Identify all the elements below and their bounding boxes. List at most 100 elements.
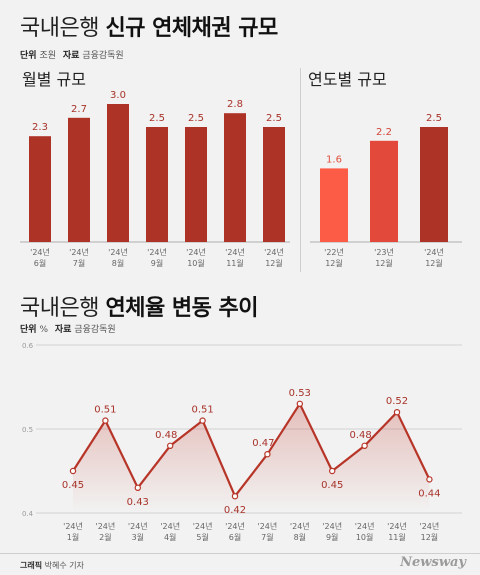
bar-value-label: 2.5 [426,113,442,124]
line-point [166,442,174,450]
line-value-label: 0.51 [191,405,213,416]
panel-divider [300,68,301,272]
section2-unit-source: 단위 % 자료 금융감독원 [20,322,116,335]
source-value: 금융감독원 [82,51,124,61]
section2-title: 국내은행 연체율 변동 추이 [20,290,258,322]
line-area [73,403,430,513]
line-tick-label: '24년 [387,521,407,531]
line-value-label: 0.48 [349,430,371,441]
bar-tick-label: '24년 [30,247,50,257]
bar-value-label: 2.8 [227,99,243,110]
bar-tick-label: 6월 [34,258,46,268]
bar-tick-label: 8월 [112,258,124,268]
section2-title-bold: 연체율 변동 추이 [105,296,258,321]
bar-value-label: 3.0 [110,90,126,101]
newsway-logo: Newsway [400,555,466,570]
title-light: 국내은행 [20,16,99,41]
credit-value: 박혜수 기자 [44,561,84,570]
bar-tick-label: 12월 [425,258,443,268]
line-tick-label: 1월 [67,532,79,542]
line-point [199,417,206,424]
line-tick-label: 4월 [164,532,176,542]
line-value-label: 0.51 [94,405,116,416]
line-point [426,476,433,483]
line-point [329,467,336,475]
line-tick-label: '24년 [322,521,342,531]
line-tick-label: '24년 [63,521,83,531]
bar-tick-label: '24년 [225,247,245,257]
bar-tick-label: 9월 [151,258,163,268]
unit-source-line: 단위 조원 자료 금융감독원 [20,48,124,61]
y-tick-label: 0.4 [22,510,34,518]
bar-tick-label: 7월 [73,258,85,268]
footer-divider [0,553,480,554]
line-tick-label: 6월 [229,532,241,542]
bar-tick-label: 12월 [375,258,393,268]
bar-tick-label: 10월 [187,258,205,268]
bar-1-1 [370,140,398,242]
bar-tick-label: '24년 [108,247,128,257]
bar-1-0 [320,168,348,242]
line-point [102,417,109,424]
y-tick-label: 0.5 [22,426,33,434]
monthly-label: 월별 규모 [22,70,86,89]
title-bold: 신규 연체채권 규모 [105,16,278,41]
section2-unit-value: % [39,325,48,335]
line-point [134,484,141,491]
line-value-label: 0.52 [386,396,408,407]
line-tick-label: '24년 [258,521,278,531]
bar-0-1 [68,117,90,242]
bar-0-3 [146,127,168,242]
bar-charts: 2.3'24년6월2.7'24년7월3.0'24년8월2.5'24년9월2.5'… [20,90,462,268]
line-tick-label: '24년 [96,521,116,531]
bar-value-label: 2.5 [149,113,165,124]
line-tick-label: 3월 [132,532,144,542]
bar-tick-label: 12월 [265,258,283,268]
line-point [69,467,77,475]
line-value-label: 0.44 [418,488,440,499]
bar-tick-label: 12월 [325,258,343,268]
unit-label: 단위 [20,51,37,61]
bar-tick-label: '23년 [374,247,394,257]
bar-0-2 [107,104,129,242]
bar-value-label: 2.5 [188,113,204,124]
line-tick-label: 2월 [99,532,111,542]
section2-source-value: 금융감독원 [74,325,116,335]
credit: 그래픽 박혜수 기자 [20,560,84,571]
source-label: 자료 [62,51,80,61]
y-tick-label: 0.6 [22,342,34,350]
bar-tick-label: '24년 [147,247,167,257]
bar-0-5 [224,113,246,242]
line-tick-label: 5월 [196,532,208,542]
line-point [264,450,271,458]
line-value-label: 0.53 [289,388,311,399]
line-value-label: 0.47 [252,438,274,449]
bar-tick-label: 11월 [226,258,244,268]
series-line [72,402,431,498]
bar-tick-label: '24년 [186,247,206,257]
line-point [393,408,401,416]
bar-0-6 [263,127,285,242]
bar-value-label: 2.5 [266,113,282,124]
line-point [361,442,368,450]
line-tick-label: '24년 [128,521,148,531]
section2-source-label: 자료 [54,325,72,335]
line-tick-label: 9월 [326,532,338,542]
line-tick-label: 8월 [294,532,306,542]
bar-tick-label: '24년 [69,247,89,257]
bar-0-4 [185,127,207,242]
line-value-label: 0.43 [127,497,149,508]
line-chart: 0.60.50.40.45'24년1월0.51'24년2월0.43'24년3월0… [22,342,462,542]
line-tick-label: 12월 [421,532,439,542]
bar-tick-label: '24년 [424,247,444,257]
line-tick-label: '24년 [160,521,180,531]
line-tick-label: 7월 [261,532,273,542]
credit-label: 그래픽 [20,561,43,570]
bar-value-label: 2.2 [376,127,392,138]
bar-value-label: 2.7 [71,104,87,115]
line-point [296,400,303,408]
bar-tick-label: '24년 [264,247,284,257]
section2-title-light: 국내은행 [20,296,99,321]
line-tick-label: '24년 [355,521,375,531]
line-tick-label: '24년 [225,521,245,531]
